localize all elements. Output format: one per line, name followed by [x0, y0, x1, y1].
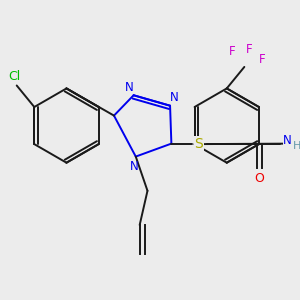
Text: O: O — [254, 172, 264, 185]
Text: N: N — [169, 92, 178, 104]
Text: S: S — [194, 136, 203, 151]
Text: F: F — [246, 43, 253, 56]
Text: F: F — [259, 52, 265, 66]
Text: N: N — [129, 160, 138, 173]
Text: F: F — [229, 45, 236, 58]
Text: H: H — [293, 141, 300, 151]
Text: N: N — [283, 134, 292, 147]
Text: N: N — [125, 81, 134, 94]
Text: Cl: Cl — [9, 70, 21, 83]
